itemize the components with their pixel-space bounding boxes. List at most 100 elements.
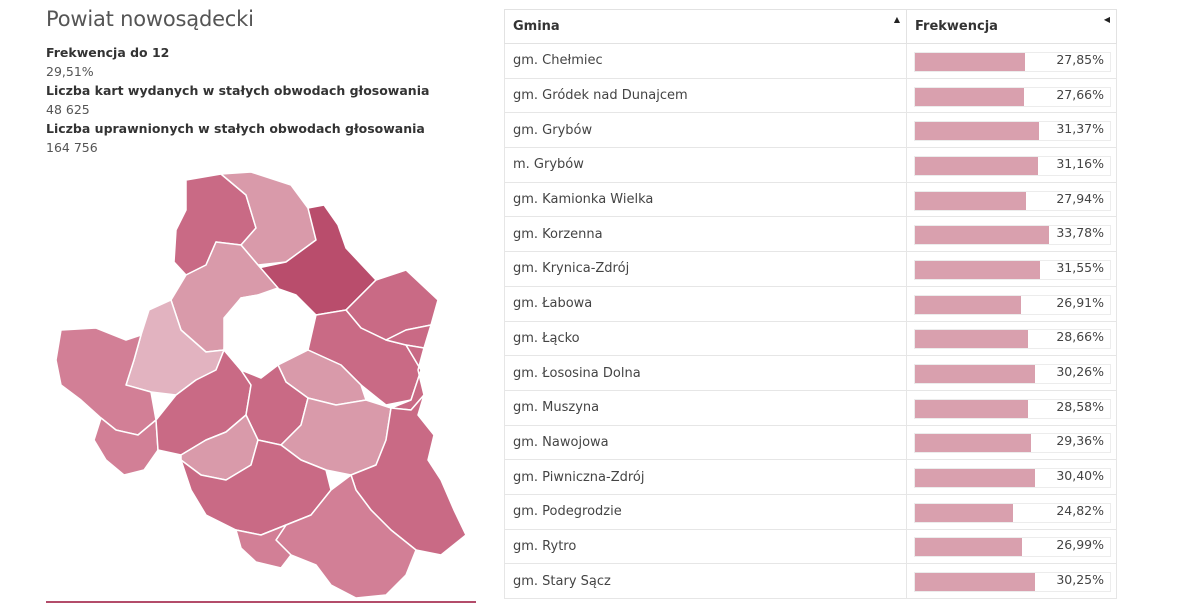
map-divider: [46, 601, 476, 603]
turnout-bar-track: [914, 329, 1111, 350]
frekwencja-cell: 31,16%: [906, 147, 1117, 183]
turnout-value: 28,66%: [1056, 329, 1104, 345]
turnout-bar: [915, 573, 1035, 592]
frekwencja-cell-inner: 31,16%: [914, 154, 1111, 176]
turnout-value: 28,58%: [1056, 398, 1104, 414]
frekwencja-cell-inner: 30,26%: [914, 362, 1111, 385]
map-region-hole: [223, 294, 272, 371]
sort-left-icon[interactable]: ◀: [1103, 15, 1110, 24]
gmina-name-cell: gm. Łososina Dolna: [504, 355, 907, 391]
frekwencja-cell: 24,82%: [906, 493, 1117, 530]
frekwencja-cell-inner: 24,82%: [914, 501, 1111, 523]
column-header-gmina-label: Gmina: [513, 19, 560, 34]
turnout-bar-track: [914, 86, 1111, 107]
gmina-name-cell: gm. Rytro: [504, 528, 907, 565]
table-row[interactable]: gm. Piwniczna-Zdrój 30,40%: [504, 459, 1117, 495]
column-header-frekwencja[interactable]: Frekwencja ◀: [906, 9, 1117, 44]
sort-asc-icon[interactable]: ▲: [893, 15, 900, 24]
page-title: Powiat nowosądecki: [46, 7, 254, 31]
turnout-bar-track: [914, 259, 1111, 280]
table-row[interactable]: gm. Korzenna 33,78%: [504, 216, 1117, 253]
table-body: gm. Chełmiec 27,85% gm. Gródek nad Dunajce…: [504, 43, 1117, 599]
table-row[interactable]: gm. Krynica-Zdrój 31,55%: [504, 251, 1117, 287]
turnout-bar-track: [914, 294, 1111, 315]
turnout-value: 33,78%: [1056, 225, 1104, 241]
table-row[interactable]: gm. Stary Sącz 30,25%: [504, 563, 1117, 599]
gmina-name-cell: gm. Grybów: [504, 112, 907, 149]
frekwencja-cell-inner: 27,66%: [914, 85, 1111, 107]
frekwencja-cell: 26,99%: [906, 528, 1117, 565]
frekwencja-cell: 28,66%: [906, 320, 1117, 357]
frekwencja-cell: 29,36%: [906, 424, 1117, 461]
stat-value-frekwencja: 29,51%: [46, 64, 94, 79]
stat-value-karty: 48 625: [46, 102, 90, 117]
table-row[interactable]: gm. Łącko 28,66%: [504, 320, 1117, 357]
district-map: [55, 171, 467, 599]
gmina-name-cell: gm. Łącko: [504, 320, 907, 357]
map-region-labowa[interactable]: [350, 394, 467, 556]
turnout-bar-track: [914, 364, 1111, 385]
table-row[interactable]: gm. Chełmiec 27,85%: [504, 43, 1117, 79]
frekwencja-cell: 33,78%: [906, 216, 1117, 253]
column-header-gmina[interactable]: Gmina ▲: [504, 9, 907, 44]
turnout-value: 27,85%: [1056, 51, 1104, 67]
map-region-sw[interactable]: [93, 417, 159, 476]
table-row[interactable]: gm. Gródek nad Dunajcem 27,66%: [504, 77, 1117, 114]
table-row[interactable]: gm. Grybów 31,37%: [504, 112, 1117, 149]
map-region-grybow-city[interactable]: [385, 324, 432, 349]
turnout-value: 26,99%: [1056, 537, 1104, 553]
turnout-bar-track: [914, 51, 1111, 72]
gmina-name-cell: gm. Muszyna: [504, 389, 907, 426]
table-row[interactable]: gm. Łososina Dolna 30,26%: [504, 355, 1117, 391]
table-row[interactable]: m. Grybów 31,16%: [504, 147, 1117, 183]
turnout-value: 27,94%: [1056, 190, 1104, 206]
turnout-value: 30,25%: [1056, 572, 1104, 588]
frekwencja-cell: 27,66%: [906, 77, 1117, 114]
turnout-bar: [915, 122, 1039, 141]
map-region-south-west[interactable]: [235, 524, 292, 569]
turnout-value: 30,40%: [1056, 468, 1104, 484]
frekwencja-cell-inner: 28,66%: [914, 327, 1111, 350]
table-row[interactable]: gm. Kamionka Wielka 27,94%: [504, 181, 1117, 218]
map-region-south-center[interactable]: [180, 439, 332, 536]
table-row[interactable]: gm. Nawojowa 29,36%: [504, 424, 1117, 461]
turnout-value: 27,66%: [1056, 86, 1104, 102]
turnout-bar: [915, 156, 1038, 175]
turnout-table: Gmina ▲ Frekwencja ◀ gm. Chełmiec 27,85% g…: [504, 9, 1117, 599]
turnout-value: 29,36%: [1056, 433, 1104, 449]
map-region-e-mid[interactable]: [307, 309, 422, 406]
frekwencja-cell: 26,91%: [906, 285, 1117, 322]
turnout-bar-track: [914, 572, 1111, 593]
turnout-value: 26,91%: [1056, 294, 1104, 310]
gmina-name-cell: gm. Nawojowa: [504, 424, 907, 461]
stat-label-frekwencja: Frekwencja do 12: [46, 45, 170, 60]
turnout-value: 31,37%: [1056, 121, 1104, 137]
turnout-bar-track: [914, 121, 1111, 142]
left-panel: Powiat nowosądecki Frekwencja do 12 29,5…: [46, 0, 476, 604]
stats-block: Frekwencja do 12 29,51% Liczba kart wyda…: [46, 43, 466, 157]
stat-value-uprawnieni: 164 756: [46, 140, 98, 155]
turnout-bar: [915, 330, 1028, 349]
turnout-bar-track: [914, 225, 1111, 246]
gmina-name-cell: gm. Gródek nad Dunajcem: [504, 77, 907, 114]
frekwencja-cell-inner: 33,78%: [914, 223, 1111, 246]
turnout-bar: [915, 226, 1049, 245]
turnout-bar-track: [914, 537, 1111, 558]
frekwencja-cell-inner: 28,58%: [914, 397, 1111, 419]
table-row[interactable]: gm. Podegrodzie 24,82%: [504, 493, 1117, 530]
gmina-name-cell: gm. Krynica-Zdrój: [504, 251, 907, 287]
turnout-bar-track: [914, 190, 1111, 211]
turnout-value: 24,82%: [1056, 502, 1104, 518]
turnout-bar: [915, 365, 1035, 384]
frekwencja-cell-inner: 26,91%: [914, 293, 1111, 315]
frekwencja-cell-inner: 26,99%: [914, 535, 1111, 558]
table-row[interactable]: gm. Muszyna 28,58%: [504, 389, 1117, 426]
gmina-name-cell: gm. Korzenna: [504, 216, 907, 253]
column-header-frekwencja-label: Frekwencja: [915, 19, 998, 34]
table-row[interactable]: gm. Rytro 26,99%: [504, 528, 1117, 565]
turnout-bar: [915, 260, 1040, 279]
turnout-bar-track: [914, 433, 1111, 454]
gmina-name-cell: gm. Piwniczna-Zdrój: [504, 459, 907, 495]
table-row[interactable]: gm. Łabowa 26,91%: [504, 285, 1117, 322]
gmina-name-cell: gm. Podegrodzie: [504, 493, 907, 530]
